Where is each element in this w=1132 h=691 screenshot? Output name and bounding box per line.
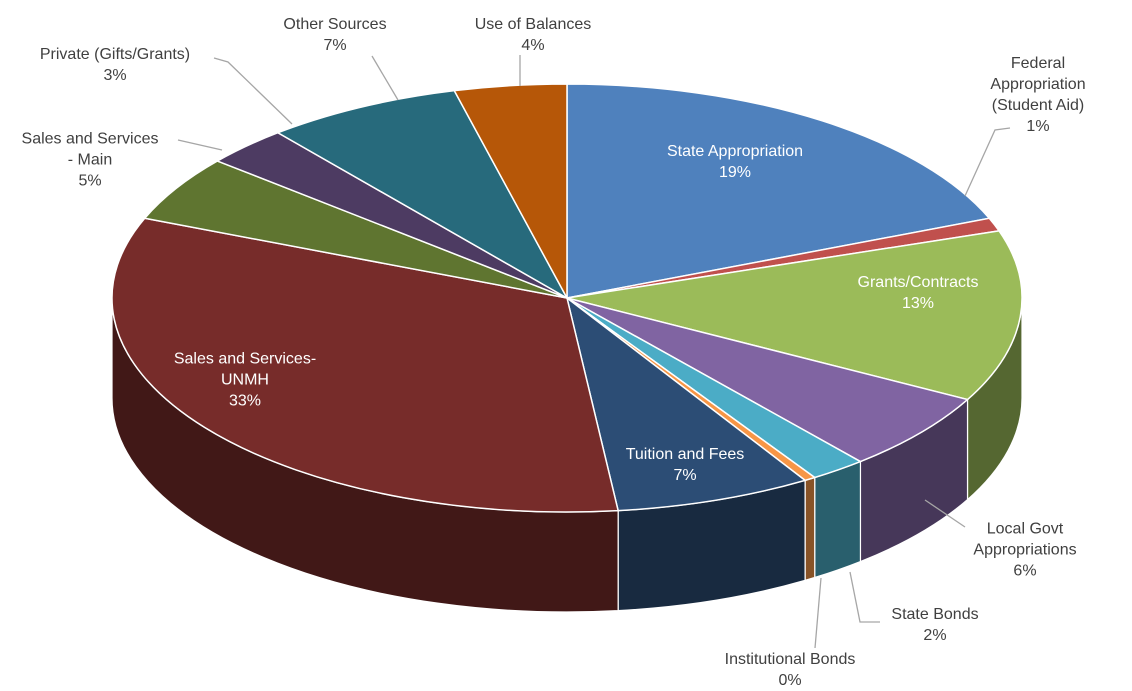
leader-line	[213, 57, 293, 125]
slice-label: Local Govt Appropriations 6%	[973, 519, 1076, 582]
category-label: Other Sources	[283, 16, 387, 33]
slice-label: Other Sources 7%	[283, 14, 386, 56]
category-label: Use of Balances	[474, 16, 592, 33]
slice	[276, 89, 569, 300]
category-label: Federal Appropriation (Student Aid)	[990, 55, 1086, 114]
category-label: Private (Gifts/Grants)	[39, 46, 191, 63]
slice	[566, 297, 970, 463]
slice-label: State Appropriation 19%	[667, 141, 803, 183]
value-label: 7%	[323, 37, 347, 54]
leader-line	[177, 139, 223, 151]
category-label: Sales and Services- UNMH	[173, 350, 317, 389]
slice	[566, 83, 991, 299]
value-label: 0%	[778, 672, 802, 689]
category-label: Institutional Bonds	[724, 651, 856, 668]
value-label: 13%	[901, 295, 935, 312]
leader-line	[371, 55, 399, 101]
slice	[143, 160, 568, 299]
slice-label: Use of Balances 4%	[475, 14, 592, 56]
slice-side	[814, 460, 862, 579]
value-label: 5%	[78, 172, 102, 190]
value-label: 6%	[1013, 562, 1037, 580]
category-label: Tuition and Fees	[625, 446, 745, 463]
category-label: State Appropriation	[666, 143, 804, 160]
slice	[111, 217, 620, 513]
slice	[566, 230, 1023, 401]
slice-label: Sales and Services- UNMH 33%	[174, 349, 316, 412]
slice-label: Grants/Contracts 13%	[858, 272, 979, 314]
slice-label: State Bonds 2%	[891, 604, 978, 646]
slice	[565, 296, 807, 512]
slice-label: Tuition and Fees 7%	[626, 444, 745, 486]
category-label: State Bonds	[891, 606, 979, 623]
value-label: 7%	[673, 467, 697, 484]
leader-line	[924, 499, 966, 528]
category-label: Grants/Contracts	[857, 274, 979, 291]
value-label: 3%	[103, 67, 127, 84]
leader-line	[964, 127, 1011, 197]
value-label: 19%	[718, 164, 752, 181]
value-label: 2%	[923, 627, 947, 644]
slice-label: Institutional Bonds 0%	[725, 649, 856, 691]
leader-line	[849, 571, 880, 623]
value-label: 1%	[1026, 118, 1050, 135]
slice-label: Federal Appropriation (Student Aid) 1%	[990, 53, 1085, 137]
category-label: Sales and Services - Main	[21, 130, 159, 169]
leader-line	[814, 577, 822, 649]
category-label: Local Govt Appropriations	[973, 520, 1077, 559]
value-label: 4%	[521, 37, 545, 54]
slice	[453, 83, 568, 299]
slice-label: Sales and Services - Main 5%	[22, 129, 159, 192]
slice-label: Private (Gifts/Grants) 3%	[40, 44, 190, 86]
slice-side	[804, 476, 816, 582]
value-label: 33%	[228, 392, 262, 410]
